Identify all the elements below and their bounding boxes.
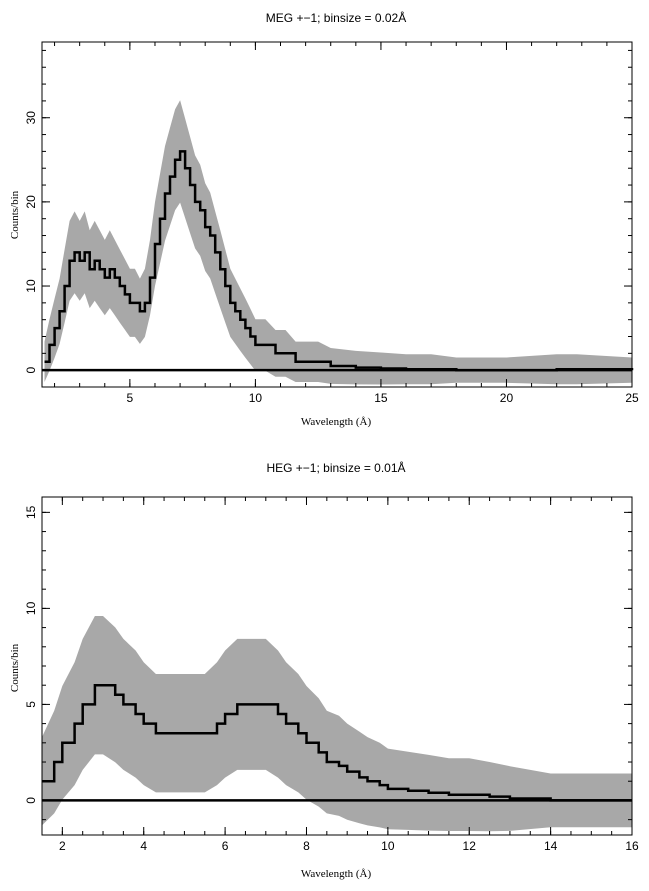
meg-y-tick-label: 20 xyxy=(24,195,38,209)
heg-x-tick-label: 2 xyxy=(59,839,66,853)
heg-y-tick-label: 5 xyxy=(24,701,38,708)
heg-title: HEG +−1; binsize = 0.01Å xyxy=(266,460,405,475)
meg-counts-line xyxy=(44,150,634,372)
meg-plot-area xyxy=(42,100,634,385)
meg-x-tick-label: 15 xyxy=(374,391,388,405)
heg-panel: HEG +−1; binsize = 0.01Å Wavelength (Å) … xyxy=(9,460,639,880)
meg-y-tick-label: 10 xyxy=(24,279,38,293)
heg-y-tick-label: 0 xyxy=(24,797,38,804)
heg-x-tick-label: 14 xyxy=(544,839,558,853)
meg-x-axis-label: Wavelength (Å) xyxy=(301,416,372,428)
heg-plot-area xyxy=(42,616,632,832)
meg-frame xyxy=(41,41,633,388)
heg-x-tick-label: 8 xyxy=(303,839,310,853)
meg-y-tick-label: 30 xyxy=(24,111,38,125)
heg-y-tick-label: 15 xyxy=(24,505,38,519)
heg-x-tick-label: 6 xyxy=(222,839,229,853)
heg-counts-line xyxy=(42,683,632,802)
meg-x-tick-label: 25 xyxy=(625,391,639,405)
heg-x-tick-label: 16 xyxy=(625,839,639,853)
heg-x-tick-label: 10 xyxy=(381,839,395,853)
heg-x-tick-label: 4 xyxy=(140,839,147,853)
meg-title: MEG +−1; binsize = 0.02Å xyxy=(266,10,406,25)
heg-error-band xyxy=(42,616,632,832)
meg-x-tick-label: 20 xyxy=(500,391,514,405)
meg-x-tick-label: 5 xyxy=(127,391,134,405)
meg-error-band xyxy=(44,100,632,385)
meg-y-axis-label: Counts/bin xyxy=(9,190,21,239)
heg-x-tick-label: 12 xyxy=(463,839,477,853)
heg-x-axis-label: Wavelength (Å) xyxy=(301,868,372,880)
meg-y-tick-label: 0 xyxy=(24,367,38,374)
heg-y-tick-label: 10 xyxy=(24,601,38,615)
meg-panel: MEG +−1; binsize = 0.02Å Wavelength (Å) … xyxy=(9,10,639,428)
meg-x-tick-label: 10 xyxy=(249,391,263,405)
heg-y-axis-label: Counts/bin xyxy=(9,643,21,692)
